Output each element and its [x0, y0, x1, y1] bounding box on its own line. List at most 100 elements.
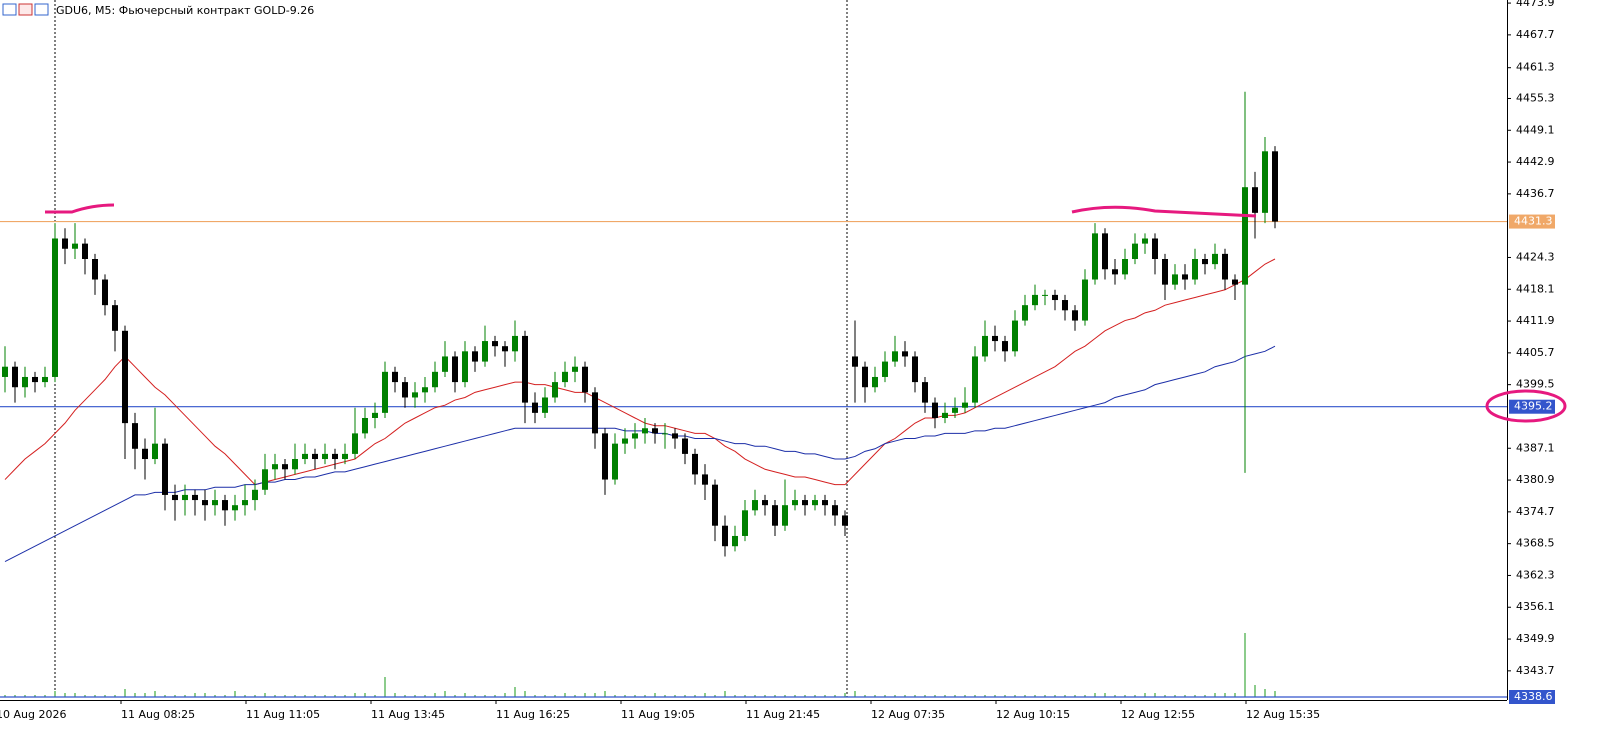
candle-body — [682, 438, 688, 454]
candle-body — [392, 371, 398, 383]
candle-body — [592, 392, 598, 434]
candle-body — [802, 500, 808, 506]
candle-body — [1052, 294, 1058, 301]
candle-body — [692, 453, 698, 475]
x-tick-label: 11 Aug 13:45 — [371, 708, 445, 721]
candle-body — [232, 505, 238, 511]
moving-average — [4, 345, 1276, 563]
candle-body — [742, 510, 748, 536]
candle-body — [832, 505, 838, 516]
candle-body — [1012, 320, 1018, 352]
candle-body — [12, 366, 18, 388]
candle-body — [882, 361, 888, 377]
candle-body — [862, 366, 868, 388]
icon[interactable] — [18, 3, 33, 16]
candle-body — [1262, 151, 1268, 213]
y-tick-label: 4343.7 — [1516, 664, 1555, 677]
candle-body — [982, 335, 988, 357]
candle-body — [1152, 238, 1158, 260]
y-tick-label: 4473.9 — [1516, 0, 1555, 9]
candle-body — [182, 494, 188, 501]
toolbar-icons[interactable] — [2, 3, 49, 16]
candle-body — [212, 500, 218, 506]
candle-body — [1192, 259, 1198, 280]
candle-body — [912, 356, 918, 383]
candle-body — [352, 433, 358, 454]
candle-body — [332, 453, 338, 460]
candle-body — [242, 500, 248, 506]
candle-body — [792, 500, 798, 506]
candle-body — [842, 515, 848, 526]
candle-body — [1242, 187, 1248, 285]
candle-body — [622, 438, 628, 444]
candle-body — [822, 500, 828, 506]
price-tag-label: 4395.2 — [1514, 400, 1553, 413]
candle-body — [922, 382, 928, 403]
x-tick-label: 12 Aug 15:35 — [1246, 708, 1320, 721]
candle-body — [372, 412, 378, 418]
plot-area — [0, 0, 1507, 698]
candle-body — [892, 351, 898, 362]
candle-body — [722, 525, 728, 547]
x-tick-label: 12 Aug 07:35 — [871, 708, 945, 721]
candle-body — [872, 376, 878, 388]
y-tick-label: 4374.7 — [1516, 505, 1555, 518]
candle-body — [312, 453, 318, 460]
icon[interactable] — [2, 3, 17, 16]
y-tick-label: 4455.3 — [1516, 91, 1555, 104]
annotation-stroke — [1071, 205, 1257, 218]
candle-body — [322, 453, 328, 460]
y-tick-label: 4442.9 — [1516, 155, 1555, 168]
candle-body — [22, 376, 28, 388]
candle-body — [1182, 274, 1188, 280]
y-tick-label: 4424.3 — [1516, 250, 1555, 263]
candle-body — [652, 428, 658, 434]
candle-body — [1252, 187, 1258, 213]
candle-body — [42, 376, 48, 383]
candle-body — [32, 376, 38, 383]
y-tick-label: 4405.7 — [1516, 346, 1555, 359]
candle-body — [772, 505, 778, 526]
candle-body — [482, 341, 488, 362]
candle-body — [452, 356, 458, 383]
candle-body — [522, 335, 528, 403]
candle-body — [972, 356, 978, 403]
candle-body — [222, 500, 228, 511]
candle-body — [512, 335, 518, 352]
annotation-stroke — [45, 203, 115, 214]
candle-body — [2, 366, 8, 377]
candle-body — [142, 448, 148, 460]
candle-body — [1032, 294, 1038, 306]
candle-body — [422, 387, 428, 393]
candle-body — [132, 423, 138, 449]
candle-body — [1082, 279, 1088, 321]
candle-body — [1062, 300, 1068, 311]
candle-body — [262, 469, 268, 490]
icon[interactable] — [34, 3, 49, 16]
candle-body — [412, 392, 418, 398]
candle-body — [632, 433, 638, 439]
x-tick-label: 12 Aug 10:15 — [996, 708, 1070, 721]
candle-body — [602, 433, 608, 480]
price-tag-label: 4338.6 — [1514, 690, 1553, 703]
candle-body — [672, 433, 678, 439]
candle-body — [612, 443, 618, 480]
candle-body — [272, 464, 278, 470]
candle-body — [172, 494, 178, 501]
y-tick-label: 4368.5 — [1516, 537, 1555, 550]
candle-body — [572, 366, 578, 372]
candle-body — [362, 417, 368, 434]
candle-body — [1022, 305, 1028, 321]
candle-body — [1142, 238, 1148, 244]
price-tag — [1509, 214, 1555, 229]
candle-body — [1112, 269, 1118, 275]
candle-body — [1002, 341, 1008, 352]
y-tick-label: 4418.1 — [1516, 282, 1555, 295]
y-tick-label: 4449.1 — [1516, 123, 1555, 136]
candle-body — [1072, 310, 1078, 321]
candle-body — [1202, 259, 1208, 265]
candle-body — [712, 484, 718, 526]
candle-body — [1232, 279, 1238, 285]
candle-body — [1222, 253, 1228, 280]
